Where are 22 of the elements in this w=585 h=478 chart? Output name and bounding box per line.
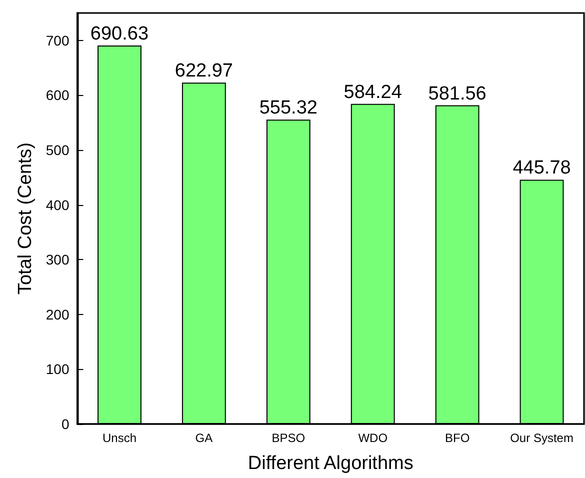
y-tick-label: 300 [46,252,70,268]
x-tick-label: BPSO [272,431,306,445]
y-tick-label: 0 [61,416,70,432]
y-axis-title: Total Cost (Cents) [15,142,36,295]
x-tick-label: Our System [510,431,574,445]
x-tick-label: Unsch [102,431,136,445]
x-tick-label: GA [195,431,213,445]
y-tick-label: 500 [46,142,70,158]
data-label: 555.32 [259,98,318,119]
data-label: 584.24 [344,82,402,103]
data-label: 690.63 [90,24,149,45]
x-axis-title: Different Algorithms [248,453,414,474]
y-tick-label: 600 [46,87,70,104]
data-label: 445.78 [512,158,571,179]
y-tick-label: 400 [46,196,70,213]
x-tick-label: WDO [358,431,388,445]
y-tick-label: 700 [46,32,70,48]
y-tick-label: 200 [46,306,70,322]
y-tick-label: 100 [46,361,70,378]
x-tick-label: BFO [444,431,470,445]
data-label: 622.97 [174,60,234,82]
data-label: 581.56 [428,83,486,104]
